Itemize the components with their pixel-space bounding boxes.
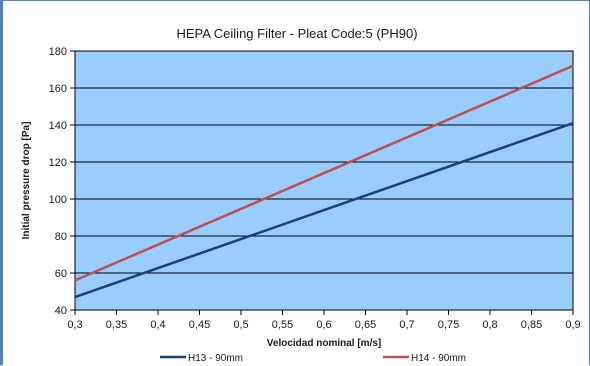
x-axis-label: Velocidad nominal [m/s] xyxy=(267,338,381,349)
x-tick-label: 0,45 xyxy=(189,319,210,331)
x-tick-label: 0,35 xyxy=(106,319,127,331)
y-tick-label: 160 xyxy=(49,83,67,95)
y-tick-label: 60 xyxy=(55,268,67,280)
x-tick-label: 0,8 xyxy=(482,319,497,331)
legend: H13 - 90mm H14 - 90mm xyxy=(160,353,466,364)
line-chart: HEPA Ceiling Filter - Pleat Code:5 (PH90… xyxy=(21,26,581,364)
series-line-1 xyxy=(74,121,574,299)
x-tick-label: 0,4 xyxy=(150,319,165,331)
x-tick-label: 0,75 xyxy=(438,319,459,331)
x-tick-label: 0,85 xyxy=(521,319,542,331)
x-axis-ticks: 0,3 0,35 0,4 0,45 0,5 0,55 0,6 0,65 0,7 0,75 0,8 0,… xyxy=(67,310,581,331)
legend-label: H13 - 90mm xyxy=(188,353,243,364)
y-tick-label: 80 xyxy=(55,231,67,243)
x-tick-label: 0,65 xyxy=(355,319,376,331)
x-tick-label: 0,6 xyxy=(316,319,331,331)
legend-label: H14 - 90mm xyxy=(411,353,466,364)
x-tick-label: 0,7 xyxy=(399,319,414,331)
y-axis-ticks: 40 60 80 100 120 140 160 180 xyxy=(49,46,75,317)
chart-title: HEPA Ceiling Filter - Pleat Code:5 (PH90… xyxy=(176,26,417,41)
x-tick-label: 0,9 xyxy=(565,319,580,331)
y-tick-label: 100 xyxy=(49,194,67,206)
series-lines xyxy=(74,64,574,299)
y-tick-label: 40 xyxy=(55,305,67,317)
x-tick-label: 0,5 xyxy=(233,319,248,331)
series-line-2 xyxy=(74,64,574,282)
x-tick-label: 0,55 xyxy=(272,319,293,331)
x-tick-label: 0,3 xyxy=(67,319,82,331)
y-tick-label: 180 xyxy=(49,46,67,58)
y-axis-label: Initial pressure drop [Pa] xyxy=(21,122,32,240)
y-tick-label: 140 xyxy=(49,120,67,132)
y-tick-label: 120 xyxy=(49,157,67,169)
